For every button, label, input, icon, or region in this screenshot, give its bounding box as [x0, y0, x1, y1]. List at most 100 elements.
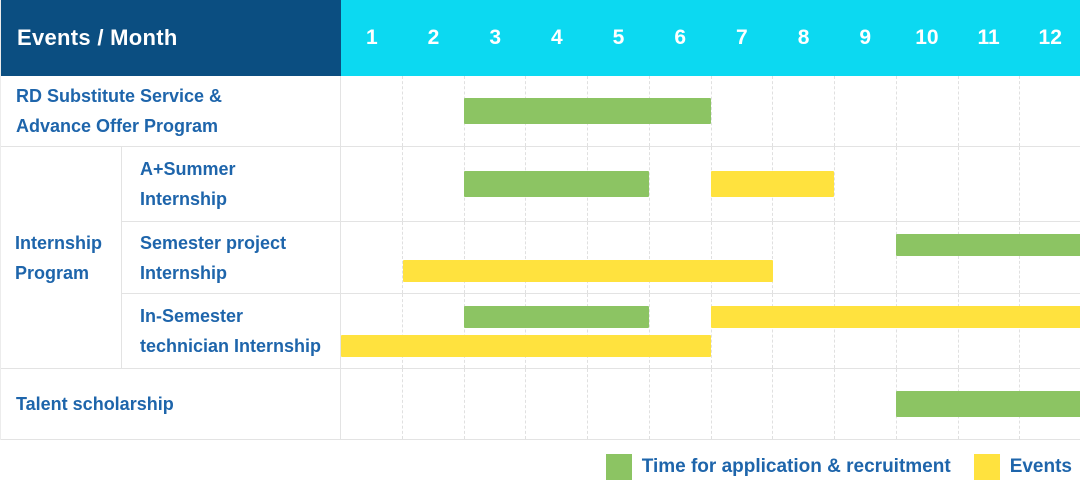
legend-label: Events: [1009, 456, 1072, 477]
month-column: [648, 369, 711, 439]
month-header-cell-11: 11: [977, 26, 1000, 49]
row-label-line: RD Substitute Service &: [16, 86, 223, 106]
month-column: [401, 294, 464, 368]
month-column: [772, 222, 834, 293]
legend-swatch-yellow-icon: [973, 454, 1000, 480]
row-label-line: A+Summer: [140, 159, 236, 179]
month-column: [772, 76, 834, 146]
month-column: [772, 294, 834, 368]
row-label-line: technician Internship: [140, 336, 322, 356]
month-column: [957, 147, 1020, 221]
yellow-bar-a-plus-summer-internship: [711, 171, 835, 197]
month-column: [401, 369, 464, 439]
month-column: [895, 147, 958, 221]
row-grid-talent-scholarship: [341, 369, 1080, 440]
month-header-cell-2: 2: [427, 26, 440, 49]
row-label-a-plus-summer-internship: A+Summer Internship: [121, 147, 341, 222]
row-grid-rd-substitute-service: [341, 76, 1080, 147]
month-column: [1019, 76, 1080, 146]
month-header-cell-1: 1: [365, 26, 378, 49]
month-column: [648, 147, 711, 221]
month-column: [341, 369, 402, 439]
month-column: [1019, 222, 1080, 293]
month-column: [341, 222, 402, 293]
month-column: [1019, 294, 1080, 368]
month-column: [463, 147, 526, 221]
green-bar-in-semester-technician-internship: [464, 306, 650, 328]
green-bar-semester-project-internship: [896, 234, 1080, 256]
month-column: [463, 76, 526, 146]
month-column: [587, 369, 649, 439]
month-column: [525, 294, 587, 368]
month-header-cell-6: 6: [674, 26, 687, 49]
legend-label: Time for application & recruitment: [641, 456, 951, 477]
group-label-line: Program: [15, 262, 90, 283]
legend-item-yellow: Events: [973, 454, 1072, 480]
row-label-talent-scholarship: Talent scholarship: [1, 369, 341, 440]
green-bar-talent-scholarship: [896, 391, 1080, 417]
green-bar-rd-substitute-service: [464, 98, 711, 124]
row-label-rd-substitute-service: RD Substitute Service & Advance Offer Pro…: [1, 76, 341, 147]
row-grid-a-plus-summer-internship: [341, 147, 1080, 222]
month-header-cell-10: 10: [915, 26, 939, 49]
month-header-cell-7: 7: [736, 26, 748, 49]
month-column: [957, 294, 1020, 368]
row-grid-semester-project-internship: [341, 222, 1080, 294]
row-label-line: Internship: [140, 262, 228, 283]
month-header-cell-9: 9: [859, 26, 872, 49]
gantt-table: Events / Month 1 2 3 4 5 6 7 8 9 10 11 12 RD Substi…: [0, 0, 1080, 440]
month-column: [463, 294, 526, 368]
legend-item-green: Time for application & recruitment: [605, 454, 951, 480]
group-label-internship-program: Internship Program: [1, 147, 121, 369]
month-header-row: 1 2 3 4 5 6 7 8 9 10 11 12: [341, 0, 1080, 76]
month-column: [834, 294, 896, 368]
month-column: [834, 369, 896, 439]
month-column: [957, 222, 1020, 293]
row-label-line: Semester project: [140, 232, 287, 253]
month-column: [895, 76, 958, 146]
month-header-cell-8: 8: [797, 26, 810, 49]
month-column: [895, 294, 958, 368]
month-column: [957, 76, 1020, 146]
events-month-header-cell: Events / Month: [1, 0, 341, 76]
month-column: [1019, 147, 1080, 221]
month-column: [648, 294, 711, 368]
month-column: [401, 76, 464, 146]
month-column: [710, 222, 773, 293]
month-column: [463, 369, 526, 439]
month-column: [834, 147, 896, 221]
month-column: [341, 147, 402, 221]
month-column: [772, 369, 834, 439]
row-grid-in-semester-technician-internship: [341, 294, 1080, 369]
month-column: [525, 369, 587, 439]
month-column: [648, 222, 711, 293]
month-column: [341, 76, 402, 146]
row-label-line: Internship: [140, 189, 228, 209]
events-month-header-label: Events / Month: [17, 25, 178, 50]
month-column: [525, 222, 587, 293]
yellow-bar-in-semester-technician-internship: [341, 335, 711, 357]
month-column: [463, 222, 526, 293]
row-label-in-semester-technician-internship: In-Semester technician Internship: [121, 294, 341, 369]
month-column: [710, 147, 773, 221]
row-label-line: Advance Offer Program: [16, 116, 219, 136]
yellow-bar-semester-project-internship: [402, 260, 773, 282]
month-column: [834, 222, 896, 293]
green-bar-a-plus-summer-internship: [464, 171, 650, 197]
month-header-cell-4: 4: [551, 26, 563, 49]
month-column: [710, 369, 773, 439]
month-column: [587, 222, 649, 293]
month-column: [895, 222, 958, 293]
month-column: [401, 222, 464, 293]
month-column: [710, 76, 773, 146]
month-header-cell-3: 3: [489, 26, 502, 49]
row-label-semester-project-internship: Semester project Internship: [121, 222, 341, 294]
month-column: [401, 147, 464, 221]
month-column: [710, 294, 773, 368]
row-label-line: In-Semester: [140, 306, 244, 326]
group-label-line: Internship: [15, 232, 103, 253]
yellow-bar-in-semester-technician-internship: [711, 306, 1080, 328]
month-column: [834, 76, 896, 146]
month-column: [587, 294, 649, 368]
